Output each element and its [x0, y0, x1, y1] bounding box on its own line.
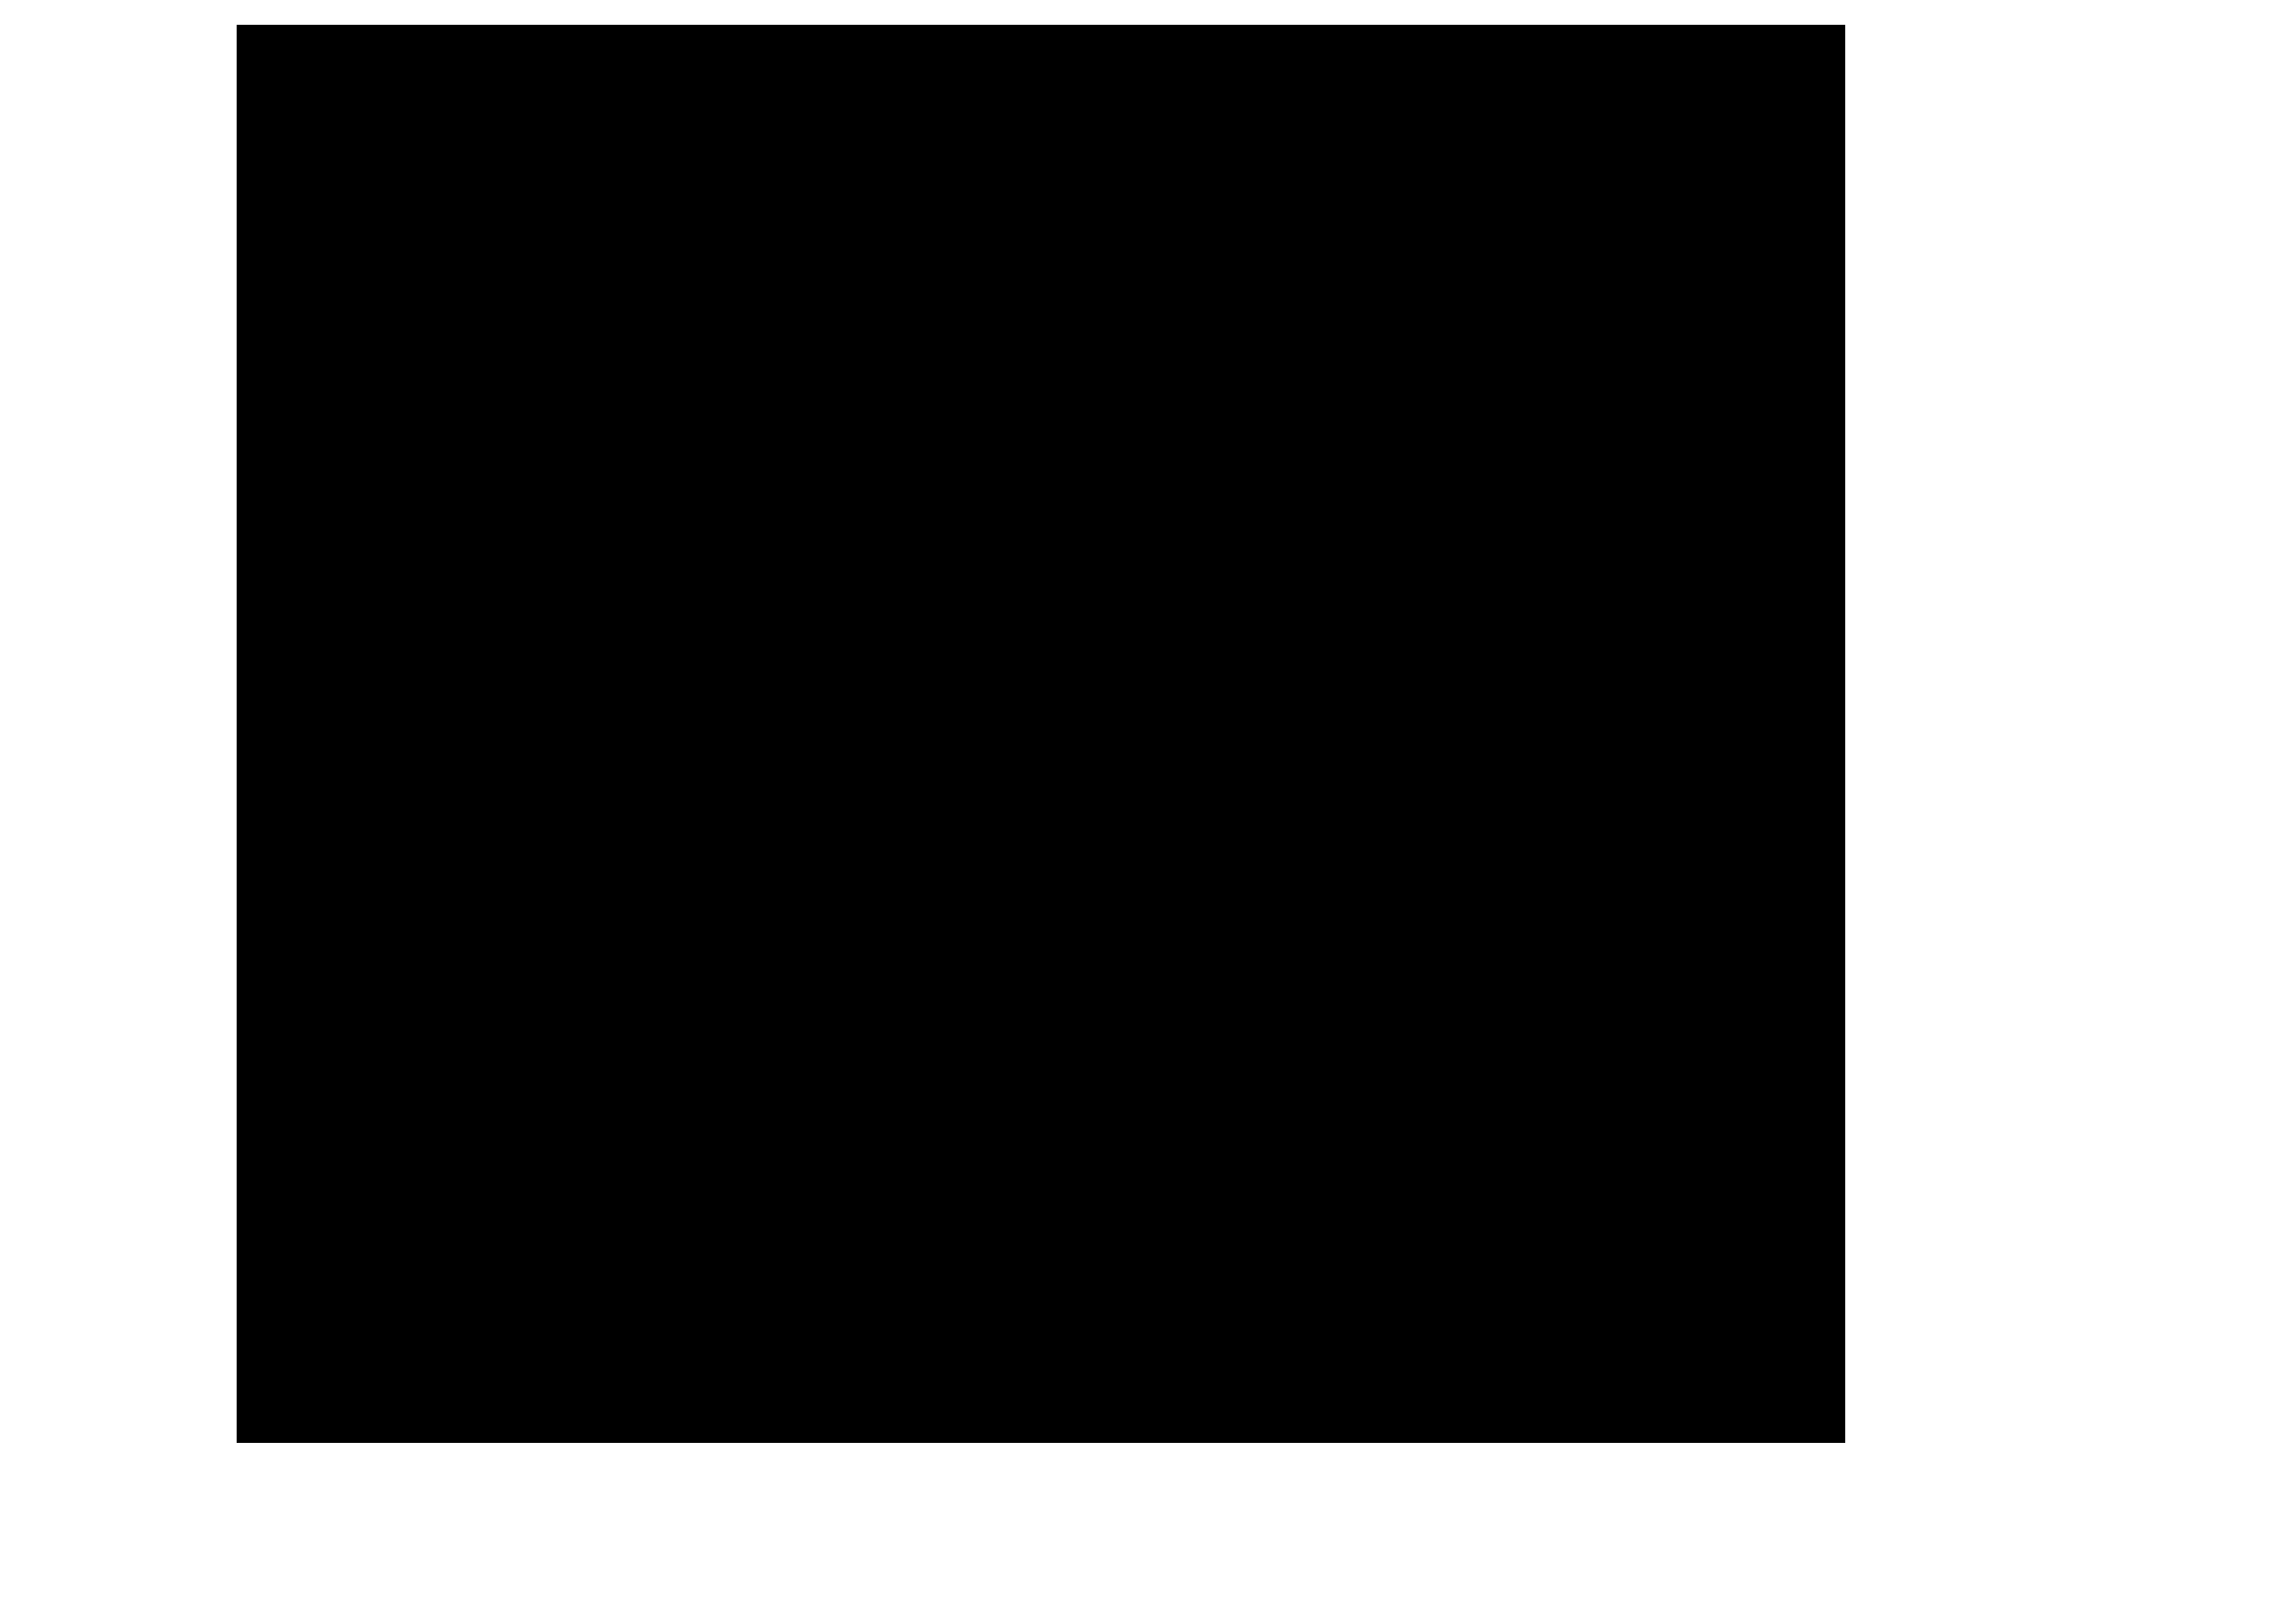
plot-panel [237, 25, 1845, 1443]
